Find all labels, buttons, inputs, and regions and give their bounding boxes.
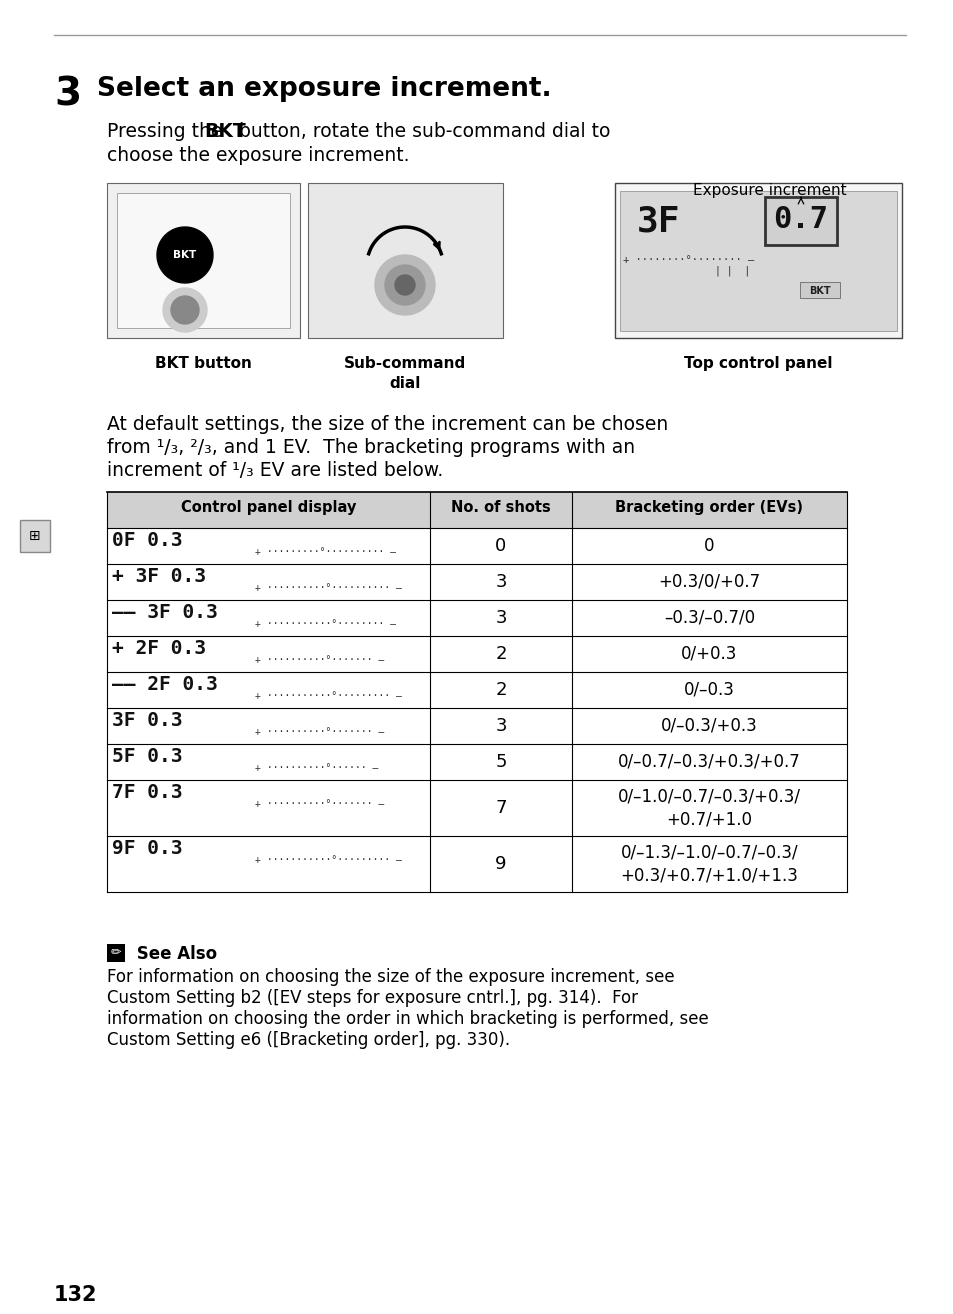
Text: 0.7: 0.7 <box>773 205 828 234</box>
Bar <box>117 193 290 328</box>
Text: For information on choosing the size of the exposure increment, see: For information on choosing the size of … <box>107 968 674 986</box>
Text: choose the exposure increment.: choose the exposure increment. <box>107 146 409 166</box>
Text: + ··········°·········· –: + ··········°·········· – <box>254 583 401 593</box>
Text: BKT button: BKT button <box>154 356 252 371</box>
Text: 3: 3 <box>495 573 506 591</box>
Polygon shape <box>375 255 435 315</box>
Text: No. of shots: No. of shots <box>451 501 550 515</box>
Polygon shape <box>163 288 207 332</box>
Text: Control panel display: Control panel display <box>181 501 355 515</box>
Text: Select an exposure increment.: Select an exposure increment. <box>97 76 551 102</box>
Text: 7F 0.3: 7F 0.3 <box>112 783 182 802</box>
Text: + ··········°······· –: + ··········°······· – <box>254 799 384 809</box>
Text: 7: 7 <box>495 799 506 817</box>
Text: + ········°········ –: + ········°········ – <box>622 255 754 265</box>
Text: from ¹/₃, ²/₃, and 1 EV.  The bracketing programs with an: from ¹/₃, ²/₃, and 1 EV. The bracketing … <box>107 438 635 457</box>
Text: 0/–1.0/–0.7/–0.3/+0.3/
+0.7/+1.0: 0/–1.0/–0.7/–0.3/+0.3/ +0.7/+1.0 <box>618 787 801 828</box>
Text: Sub-command
dial: Sub-command dial <box>343 356 466 390</box>
Text: BKT: BKT <box>173 250 196 260</box>
Text: 2: 2 <box>495 645 506 664</box>
Text: At default settings, the size of the increment can be chosen: At default settings, the size of the inc… <box>107 415 667 434</box>
Text: Pressing the: Pressing the <box>107 122 228 141</box>
Bar <box>308 183 502 338</box>
Text: | |  |: | | | <box>714 265 749 276</box>
Text: 0F 0.3: 0F 0.3 <box>112 531 182 551</box>
Text: 0: 0 <box>495 537 506 555</box>
Text: 0/–0.3/+0.3: 0/–0.3/+0.3 <box>660 717 757 735</box>
Text: –0.3/–0.7/0: –0.3/–0.7/0 <box>663 608 754 627</box>
Text: Top control panel: Top control panel <box>683 356 831 371</box>
Text: + ···········°········· –: + ···········°········· – <box>254 855 401 865</box>
Text: 132: 132 <box>54 1285 97 1305</box>
Bar <box>107 943 125 962</box>
Text: 0/–0.7/–0.3/+0.3/+0.7: 0/–0.7/–0.3/+0.3/+0.7 <box>618 753 800 771</box>
Text: + ···········°········ –: + ···········°········ – <box>254 619 395 629</box>
Text: 3: 3 <box>495 608 506 627</box>
Text: 9: 9 <box>495 855 506 872</box>
Bar <box>800 283 840 298</box>
Text: See Also: See Also <box>131 945 217 963</box>
Text: Custom Setting e6 ([Bracketing order], pg. 330).: Custom Setting e6 ([Bracketing order], p… <box>107 1031 510 1049</box>
Text: ✏: ✏ <box>111 946 121 959</box>
Bar <box>107 491 846 528</box>
Text: Exposure increment: Exposure increment <box>692 183 845 198</box>
Text: 0/–1.3/–1.0/–0.7/–0.3/
+0.3/+0.7/+1.0/+1.3: 0/–1.3/–1.0/–0.7/–0.3/ +0.3/+0.7/+1.0/+1… <box>619 844 798 884</box>
Text: 2: 2 <box>495 681 506 699</box>
Text: + ···········°········· –: + ···········°········· – <box>254 691 401 700</box>
Text: + ·········°·········· –: + ·········°·········· – <box>254 547 395 557</box>
Bar <box>619 191 896 331</box>
Text: 9F 0.3: 9F 0.3 <box>112 840 182 858</box>
Text: 5: 5 <box>495 753 506 771</box>
Text: 0: 0 <box>703 537 714 555</box>
Polygon shape <box>395 275 415 296</box>
Text: BKT: BKT <box>808 286 830 296</box>
Text: increment of ¹/₃ EV are listed below.: increment of ¹/₃ EV are listed below. <box>107 461 443 480</box>
Text: Custom Setting b2 ([EV steps for exposure cntrl.], pg. 314).  For: Custom Setting b2 ([EV steps for exposur… <box>107 989 638 1007</box>
Text: 0/–0.3: 0/–0.3 <box>683 681 734 699</box>
Text: 0/+0.3: 0/+0.3 <box>680 645 737 664</box>
Text: BKT: BKT <box>204 122 246 141</box>
Text: + 2F 0.3: + 2F 0.3 <box>112 639 206 658</box>
Text: –– 3F 0.3: –– 3F 0.3 <box>112 603 217 622</box>
Text: ⊞: ⊞ <box>30 530 41 543</box>
Text: + 3F 0.3: + 3F 0.3 <box>112 568 206 586</box>
Text: 3: 3 <box>495 717 506 735</box>
Text: +0.3/0/+0.7: +0.3/0/+0.7 <box>658 573 760 591</box>
Text: + ··········°······· –: + ··········°······· – <box>254 654 384 665</box>
Text: Bracketing order (EVs): Bracketing order (EVs) <box>615 501 802 515</box>
Bar <box>107 183 299 338</box>
Bar <box>20 520 50 552</box>
Text: 5F 0.3: 5F 0.3 <box>112 746 182 766</box>
Polygon shape <box>157 227 213 283</box>
Text: button, rotate the sub-command dial to: button, rotate the sub-command dial to <box>233 122 610 141</box>
Text: information on choosing the order in which bracketing is performed, see: information on choosing the order in whi… <box>107 1010 708 1028</box>
Bar <box>615 183 901 338</box>
Polygon shape <box>385 265 424 305</box>
Polygon shape <box>171 296 199 325</box>
Text: 3F 0.3: 3F 0.3 <box>112 711 182 731</box>
Text: 3: 3 <box>54 76 81 114</box>
Text: + ··········°······ –: + ··········°······ – <box>254 763 378 773</box>
Text: 3F: 3F <box>637 205 679 239</box>
Bar <box>764 197 836 244</box>
Text: –– 2F 0.3: –– 2F 0.3 <box>112 675 217 694</box>
Text: + ··········°······· –: + ··········°······· – <box>254 727 384 737</box>
